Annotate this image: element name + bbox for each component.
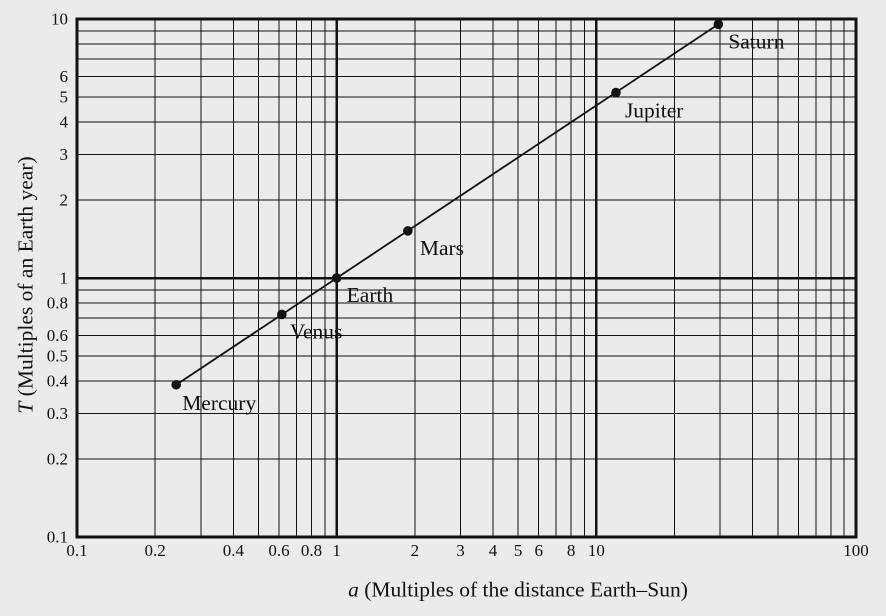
x-tick-label: 2 <box>411 541 420 560</box>
x-tick-label: 1 <box>332 541 341 560</box>
y-axis-variable: T <box>13 401 38 414</box>
x-tick-label: 100 <box>843 541 869 560</box>
y-tick-label: 10 <box>51 10 68 29</box>
y-tick-label: 5 <box>60 87 69 106</box>
x-tick-label: 8 <box>567 541 576 560</box>
data-line <box>175 23 719 386</box>
y-tick-label: 0.1 <box>47 528 68 547</box>
y-axis-title: T (Multiples of an Earth year) <box>13 156 38 414</box>
y-tick-label: 0.3 <box>47 404 68 423</box>
x-tick-label: 6 <box>534 541 543 560</box>
planet-label-earth: Earth <box>347 283 394 307</box>
y-tick-label: 0.8 <box>47 294 68 313</box>
plot-frame <box>75 17 858 539</box>
x-tick-label: 0.6 <box>268 541 289 560</box>
x-tick-label: 5 <box>514 541 523 560</box>
x-axis-title-text: (Multiples of the distance Earth–Sun) <box>358 577 688 602</box>
y-tick-label: 2 <box>60 191 69 210</box>
x-tick-label: 0.4 <box>223 541 245 560</box>
y-tick-label: 4 <box>60 113 69 132</box>
y-axis-title-text: (Multiples of an Earth year) <box>13 156 38 402</box>
y-tick-label: 0.2 <box>47 450 68 469</box>
planet-point-jupiter <box>611 87 621 98</box>
x-axis-variable: a <box>348 577 359 602</box>
x-tick-label: 0.1 <box>66 541 87 560</box>
planet-label-saturn: Saturn <box>728 29 784 53</box>
y-tick-label: 1 <box>60 269 69 288</box>
x-tick-label: 3 <box>456 541 465 560</box>
planet-label-jupiter: Jupiter <box>625 99 684 123</box>
planet-label-venus: Venus <box>290 319 343 343</box>
planet-point-saturn <box>713 19 724 30</box>
x-tick-label: 0.2 <box>145 541 166 560</box>
planet-label-mercury: Mercury <box>182 391 256 415</box>
y-tick-label: 0.6 <box>47 326 68 345</box>
x-tick-label: 4 <box>489 541 498 560</box>
planet-point-mars <box>403 226 413 236</box>
y-tick-label: 3 <box>60 145 69 164</box>
planet-point-mercury <box>171 379 181 390</box>
y-tick-label: 0.5 <box>47 346 68 365</box>
planet-label-mars: Mars <box>420 236 464 260</box>
y-tick-label: 6 <box>60 67 69 86</box>
x-axis-title: a (Multiples of the distance Earth–Sun) <box>348 579 688 601</box>
planet-point-venus <box>277 309 287 320</box>
x-tick-label: 10 <box>588 541 605 560</box>
y-tick-label: 0.4 <box>47 372 69 391</box>
planet-point-earth <box>331 273 342 283</box>
x-tick-label: 0.8 <box>301 541 322 560</box>
